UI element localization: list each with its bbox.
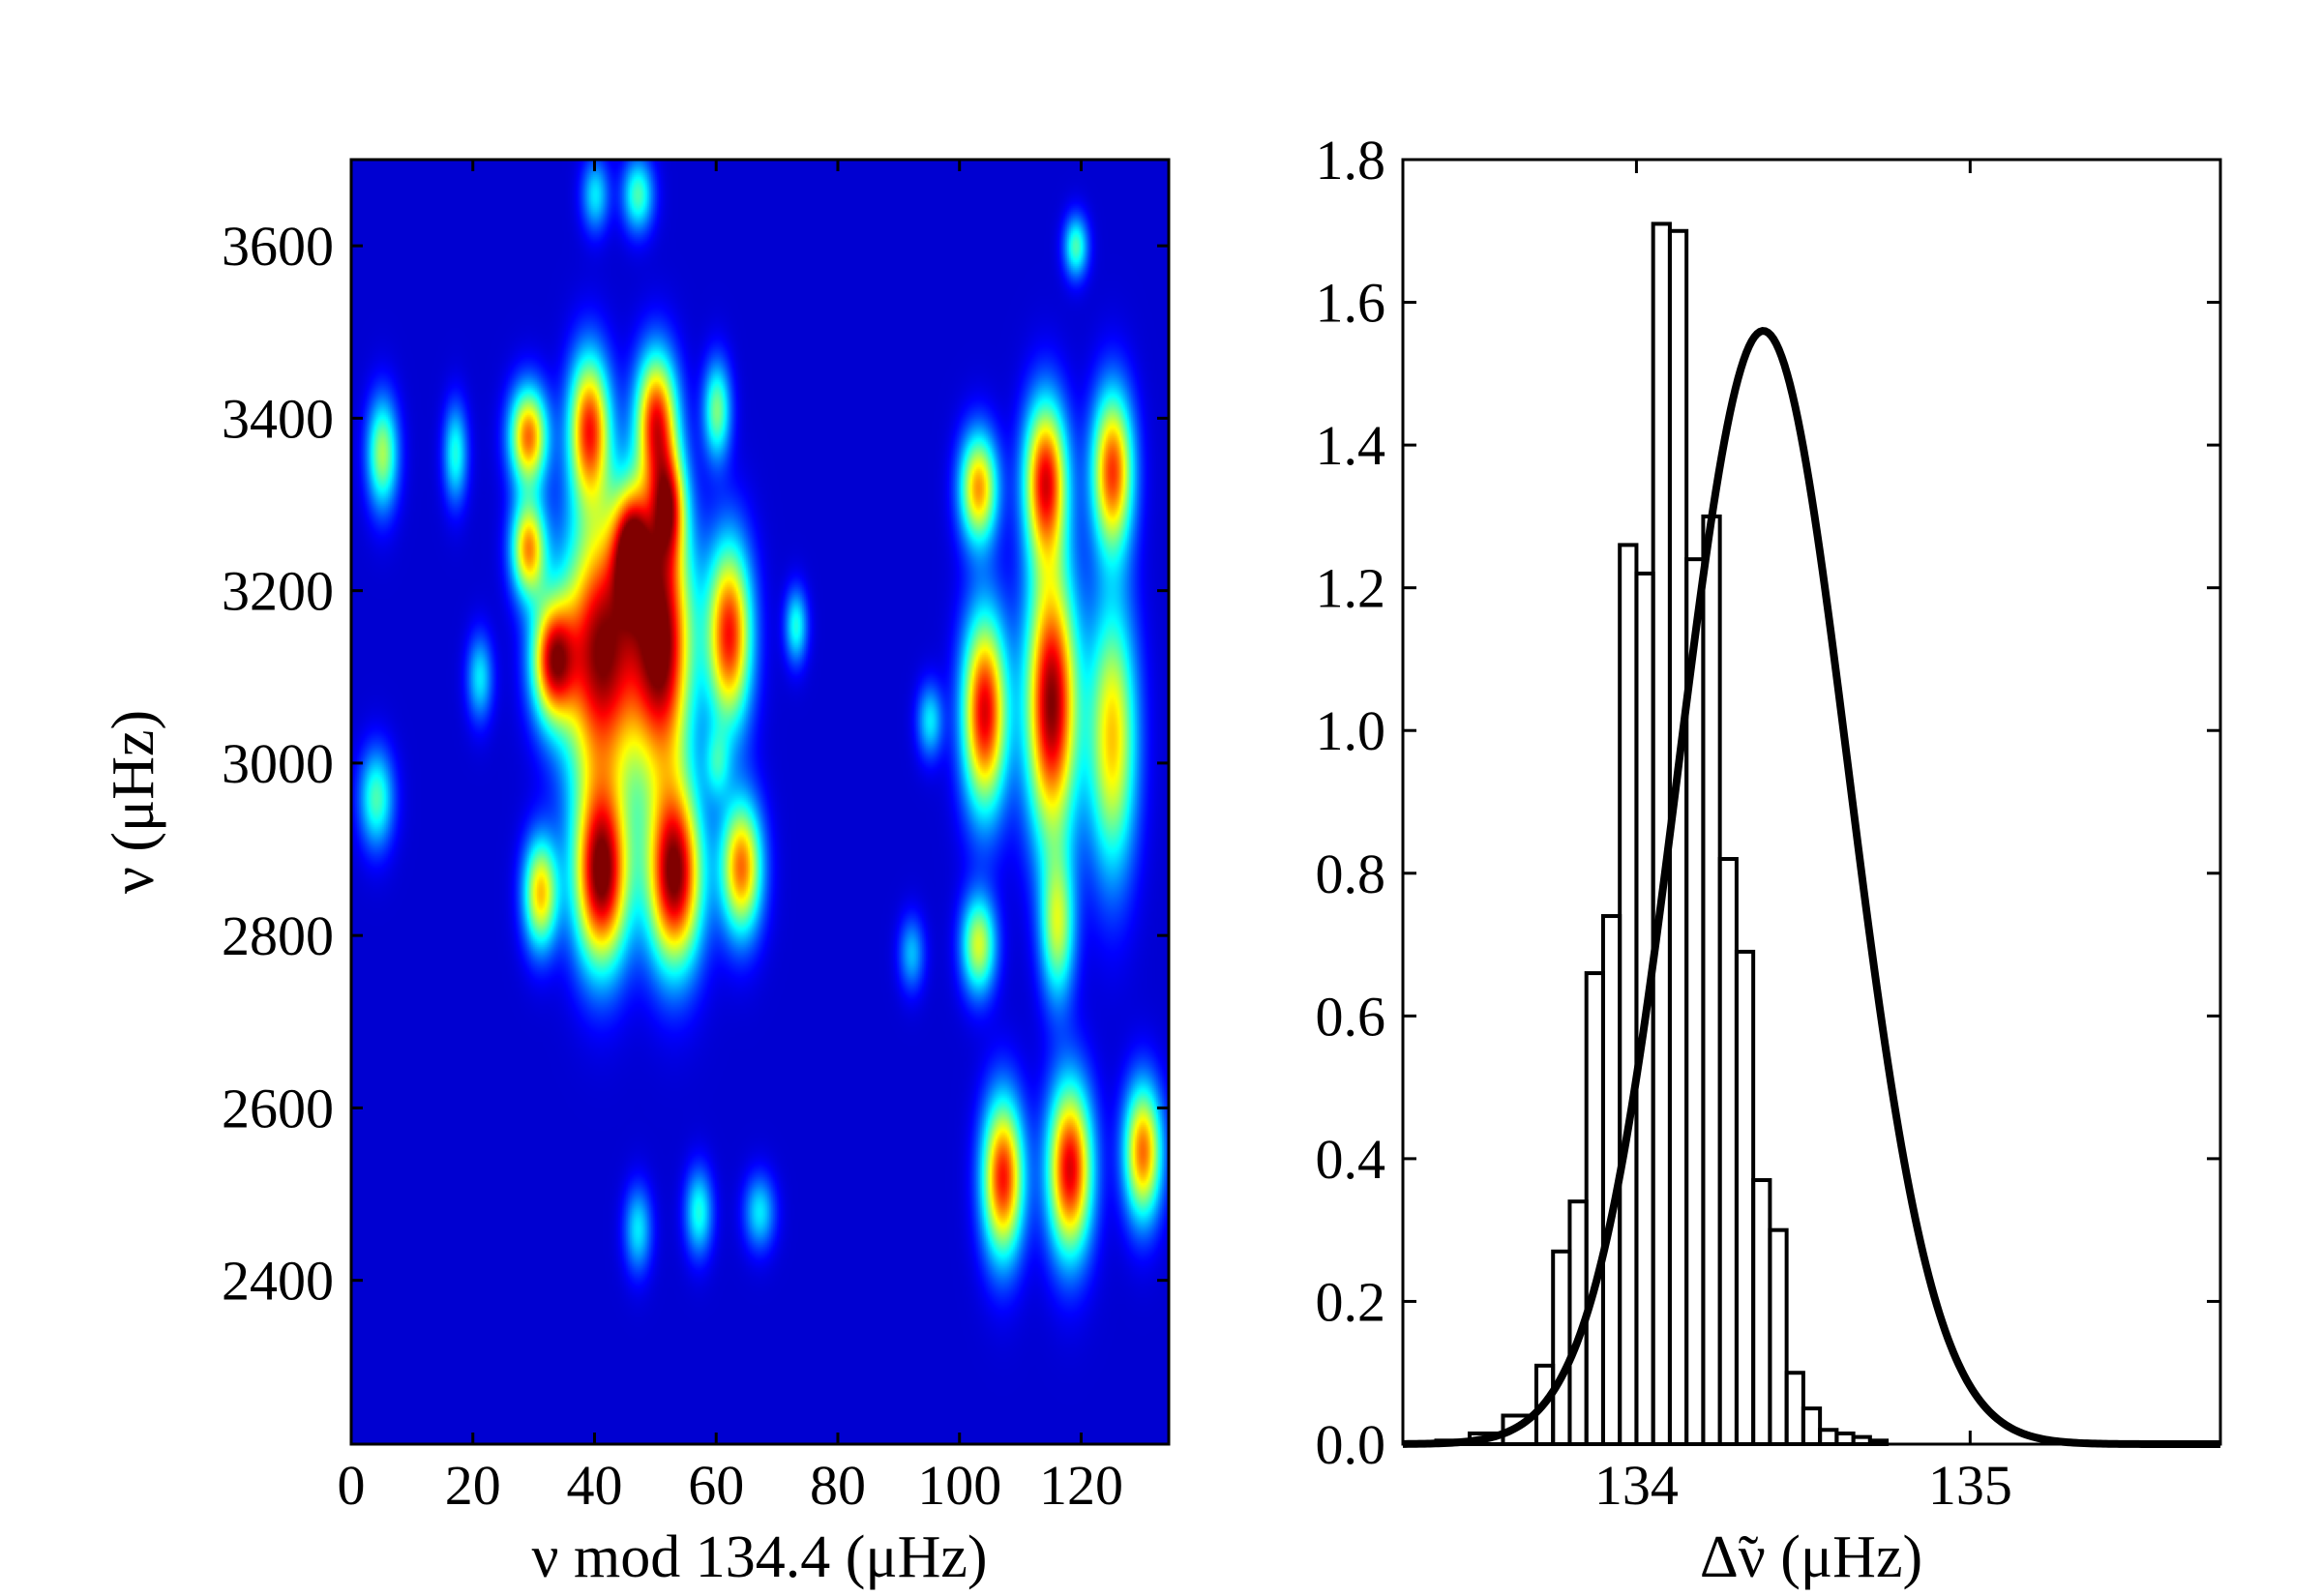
- histogram-x-tick-label: 134: [1594, 1454, 1679, 1517]
- histogram-frame: [1401, 158, 2222, 1446]
- heatmap-y-tick-label: 3000: [222, 732, 334, 795]
- histogram-x-tick-label: 135: [1928, 1454, 2012, 1517]
- heatmap-x-tick-label: 60: [688, 1454, 744, 1517]
- heatmap-y-tick-label: 2400: [222, 1250, 334, 1313]
- histogram-y-tick-label: 0.8: [1316, 842, 1386, 905]
- histogram-x-axis-label: Δ̃ν (μHz): [1700, 1524, 1922, 1590]
- heatmap-x-tick-label: 40: [566, 1454, 622, 1517]
- heatmap-container: [351, 160, 1169, 1444]
- heatmap-y-axis-label: ν (μHz): [101, 710, 166, 894]
- heatmap-x-tick-label: 20: [445, 1454, 501, 1517]
- histogram-y-tick-label: 1.0: [1316, 699, 1386, 762]
- histogram-ticks: 134 135 0.0 0.2 0.4 0.6 0.8 1.0 1.2 1.4 1.6 1.8: [1316, 129, 2220, 1517]
- heatmap-image: [351, 160, 1169, 1444]
- heatmap-ticks: 0 20 40 60 80 100 120 2400 2600 2800 3000 3200 3400 3…: [222, 160, 1169, 1517]
- histogram-y-tick-label: 1.2: [1316, 557, 1386, 620]
- histogram-y-tick-label: 0.4: [1316, 1128, 1386, 1191]
- heatmap-y-tick-label: 2800: [222, 904, 334, 967]
- heatmap-x-tick-label: 120: [1039, 1454, 1123, 1517]
- heatmap-x-axis-label: ν mod 134.4 (μHz): [531, 1524, 987, 1590]
- histogram-y-tick-label: 1.4: [1316, 414, 1386, 477]
- heatmap-y-tick-label: 2600: [222, 1077, 334, 1139]
- histogram-panel: 134 135 0.0 0.2 0.4 0.6 0.8 1.0 1.2 1.4 1.6 1.8 Δ̃ν…: [1316, 129, 2222, 1590]
- histogram-y-tick-label: 1.6: [1316, 272, 1386, 335]
- heatmap-y-tick-label: 3200: [222, 560, 334, 623]
- histogram-y-tick-label: 1.8: [1316, 129, 1386, 192]
- echelle-diagram-panel: 0 20 40 60 80 100 120 2400 2600 2800 3000 3200 3400 3…: [101, 158, 1171, 1590]
- heatmap-frame: [349, 158, 1171, 1446]
- heatmap-x-tick-label: 80: [810, 1454, 866, 1517]
- histogram-y-tick-label: 0.6: [1316, 985, 1386, 1048]
- heatmap-x-tick-label: 0: [338, 1454, 366, 1517]
- heatmap-y-tick-label: 3400: [222, 387, 334, 450]
- heatmap-x-tick-label: 100: [917, 1454, 1001, 1517]
- histogram-y-tick-label: 0.2: [1316, 1270, 1386, 1333]
- histogram-y-tick-label: 0.0: [1316, 1413, 1386, 1476]
- heatmap-y-tick-label: 3600: [222, 215, 334, 278]
